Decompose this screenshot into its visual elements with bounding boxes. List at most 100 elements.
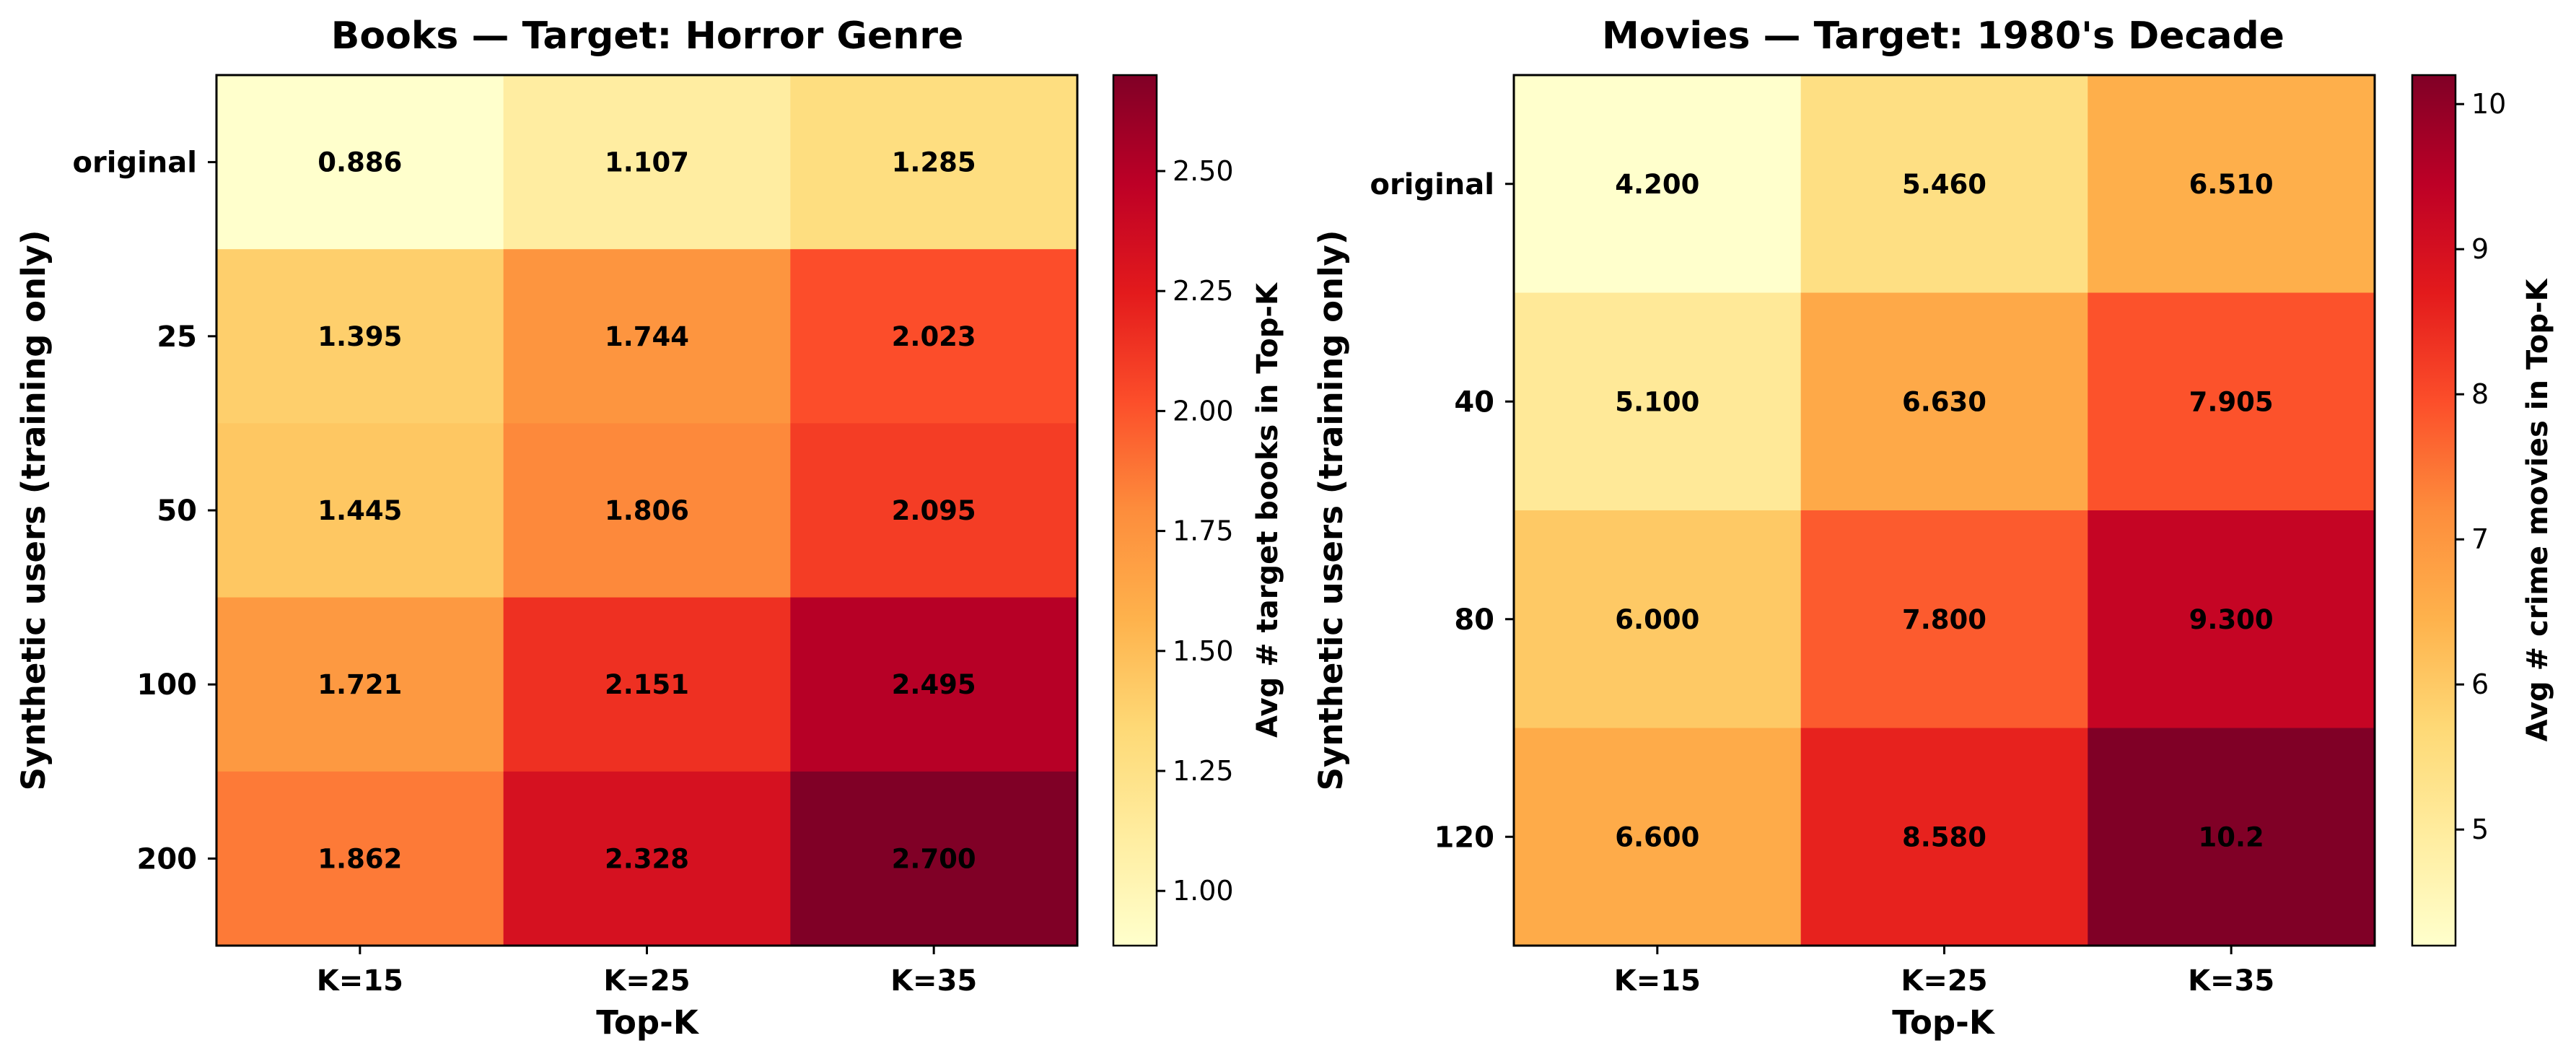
books-heatmap-cell — [216, 771, 504, 946]
movies-heatmap-cell — [1800, 510, 2088, 728]
books-cell-value-label: 2.095 — [892, 495, 976, 526]
movies-chart-title: Movies — Target: 1980's Decade — [1602, 14, 2284, 58]
books-heatmap-cell — [790, 423, 1078, 598]
books-heatmap-cell — [503, 771, 791, 946]
books-y-tick-label: 50 — [157, 494, 197, 528]
books-cell-value-label: 2.328 — [605, 843, 689, 874]
movies-heatmap-cell — [2087, 75, 2375, 293]
books-cell-value-label: 0.886 — [317, 147, 402, 178]
books-x-tick-label: K=35 — [890, 964, 977, 998]
movies-heatmap-panel: Movies — Target: 1980's Decade 4.200 5.46… — [1312, 14, 2554, 1042]
movies-cell-value-label: 8.580 — [1902, 821, 1986, 852]
books-y-tick-label: 25 — [157, 320, 197, 354]
movies-heatmap-cell — [1800, 728, 2088, 946]
books-heatmap-cell — [216, 249, 504, 424]
movies-cell-value-label: 4.200 — [1615, 169, 1699, 200]
movies-y-axis-ticks: original 40 80 120 — [1370, 168, 1514, 854]
movies-colorbar: 5 6 7 8 9 10 Avg # crime movies in Top-K — [2411, 74, 2554, 947]
books-colorbar-tick-label: 1.25 — [1173, 755, 1234, 787]
movies-heatmap-cell — [1800, 292, 2088, 511]
movies-colorbar-tick-label: 7 — [2471, 523, 2489, 555]
books-cell-value-label: 2.495 — [892, 669, 976, 700]
books-cell-value-label: 2.151 — [605, 669, 689, 700]
books-cell-value-label: 1.744 — [605, 321, 689, 352]
movies-cell-value-label: 6.000 — [1615, 604, 1699, 635]
books-colorbar-tick-label: 1.75 — [1173, 515, 1234, 547]
books-y-tick-label: 200 — [137, 842, 198, 876]
books-heatmap-panel: Books — Target: Horror Genre 0.886 1.107 1… — [14, 14, 1284, 1042]
movies-cell-value-label: 5.460 — [1902, 169, 1986, 200]
movies-heatmap-cell — [2087, 728, 2375, 946]
books-heatmap-cell — [790, 249, 1078, 424]
movies-colorbar-ticks: 5 6 7 8 9 10 — [2455, 88, 2506, 845]
books-y-axis-label: Synthetic users (training only) — [14, 230, 53, 791]
books-cell-value-label: 1.806 — [605, 495, 689, 526]
books-heatmap-cell — [503, 75, 791, 250]
movies-x-axis-ticks: K=15 K=25 K=35 — [1614, 946, 2274, 998]
movies-colorbar-tick-label: 5 — [2471, 814, 2489, 845]
movies-heatmap-cell — [1514, 510, 1802, 728]
movies-heatmap-cell — [1800, 75, 2088, 293]
movies-cell-value-label: 7.800 — [1902, 604, 1986, 635]
books-y-tick-label: original — [73, 147, 197, 180]
movies-colorbar-label: Avg # crime movies in Top-K — [2521, 277, 2554, 741]
books-heatmap-cell — [216, 423, 504, 598]
movies-colorbar-tick-label: 8 — [2471, 378, 2489, 410]
movies-x-tick-label: K=25 — [1901, 964, 1987, 998]
books-cell-value-label: 2.023 — [892, 321, 976, 352]
books-x-axis-label: Top-K — [596, 1003, 700, 1042]
books-heatmap-cell — [503, 423, 791, 598]
books-colorbar-tick-label: 2.25 — [1173, 275, 1234, 307]
books-colorbar-ticks: 1.00 1.25 1.50 1.75 2.00 2.25 2.50 — [1157, 155, 1234, 907]
books-colorbar-label: Avg # target books in Top-K — [1251, 282, 1284, 738]
books-y-tick-label: 100 — [137, 668, 198, 702]
books-x-tick-label: K=15 — [317, 964, 403, 998]
books-heatmap-cell — [503, 249, 791, 424]
movies-y-tick-label: 80 — [1454, 603, 1494, 637]
books-heatmap-cell — [216, 597, 504, 772]
books-heatmap-cells: 0.886 1.107 1.285 1.395 1.744 2.023 1.445 1.806… — [216, 75, 1078, 946]
books-heatmap-cell — [790, 771, 1078, 946]
books-heatmap-cell — [790, 597, 1078, 772]
books-colorbar-tick-label: 2.00 — [1173, 395, 1234, 427]
movies-heatmap-cell — [1514, 75, 1802, 293]
books-colorbar-tick-label: 2.50 — [1173, 155, 1234, 187]
movies-cell-value-label: 5.100 — [1615, 386, 1699, 417]
movies-x-tick-label: K=15 — [1614, 964, 1701, 998]
movies-x-axis-label: Top-K — [1892, 1003, 1996, 1042]
books-cell-value-label: 1.285 — [892, 147, 976, 178]
books-cell-value-label: 1.445 — [317, 495, 402, 526]
movies-colorbar-tick-label: 10 — [2471, 88, 2506, 120]
movies-colorbar-tick-label: 9 — [2471, 233, 2489, 265]
books-heatmap-cell — [216, 75, 504, 250]
movies-y-tick-label: 40 — [1454, 385, 1494, 419]
books-cell-value-label: 1.862 — [317, 843, 402, 874]
books-chart-title: Books — Target: Horror Genre — [331, 14, 963, 58]
books-heatmap-cell — [790, 75, 1078, 250]
movies-cell-value-label: 7.905 — [2189, 386, 2274, 417]
books-heatmap-cell — [503, 597, 791, 772]
movies-heatmap-cells: 4.200 5.460 6.510 5.100 6.630 7.905 6.000 7.800… — [1514, 75, 2375, 946]
movies-cell-value-label: 6.600 — [1615, 821, 1699, 852]
books-x-tick-label: K=25 — [603, 964, 690, 998]
movies-y-axis-label: Synthetic users (training only) — [1312, 230, 1350, 791]
books-colorbar: 1.00 1.25 1.50 1.75 2.00 2.25 2.50 Avg # targe… — [1112, 74, 1284, 947]
books-cell-value-label: 1.107 — [605, 147, 689, 178]
movies-x-tick-label: K=35 — [2188, 964, 2274, 998]
books-cell-value-label: 2.700 — [892, 843, 976, 874]
movies-cell-value-label: 10.2 — [2199, 821, 2264, 852]
books-cell-value-label: 1.721 — [317, 669, 402, 700]
books-y-axis-ticks: original 25 50 100 200 — [73, 147, 216, 876]
books-colorbar-tick-label: 1.00 — [1173, 875, 1234, 907]
movies-heatmap-cell — [1514, 292, 1802, 511]
books-cell-value-label: 1.395 — [317, 321, 402, 352]
movies-cell-value-label: 9.300 — [2189, 604, 2274, 635]
movies-heatmap-cell — [1514, 728, 1802, 946]
movies-colorbar-gradient — [2411, 74, 2457, 947]
books-colorbar-tick-label: 1.50 — [1173, 635, 1234, 667]
movies-heatmap-cell — [2087, 292, 2375, 511]
movies-y-tick-label: 120 — [1434, 821, 1495, 854]
movies-colorbar-tick-label: 6 — [2471, 668, 2489, 700]
